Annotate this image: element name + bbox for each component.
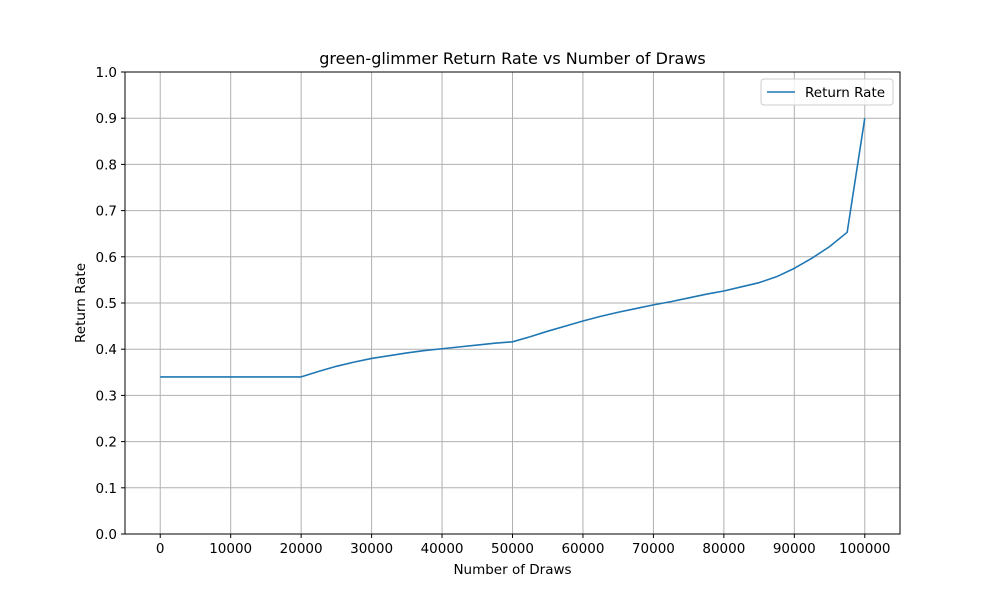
x-tick-label: 10000 — [209, 541, 252, 557]
x-tick-label: 60000 — [561, 541, 604, 557]
y-axis-label: Return Rate — [73, 263, 89, 343]
x-tick-label: 90000 — [773, 541, 816, 557]
y-tick-label: 0.8 — [96, 157, 117, 173]
chart-title: green-glimmer Return Rate vs Number of D… — [319, 49, 706, 68]
series-layer — [160, 118, 866, 378]
legend-label: Return Rate — [805, 85, 885, 101]
y-tick-label: 0.9 — [96, 111, 117, 127]
legend: Return Rate — [760, 78, 894, 106]
x-tick-label: 50000 — [491, 541, 534, 557]
x-tick-label: 0 — [156, 541, 165, 557]
x-tick-label: 40000 — [421, 541, 464, 557]
series-line — [160, 118, 866, 378]
y-tick-label: 1.0 — [96, 65, 117, 81]
x-tick-label: 70000 — [632, 541, 675, 557]
y-tick-label: 0.3 — [96, 388, 117, 404]
y-axis-ticks: 0.0 0.1 0.2 0.3 0.4 0.5 0.6 0.7 0.8 0.9 1.0 — [96, 65, 125, 543]
y-tick-label: 0.1 — [96, 481, 117, 497]
y-tick-label: 0.0 — [96, 527, 117, 543]
x-axis-label: Number of Draws — [453, 562, 571, 578]
y-tick-label: 0.4 — [96, 342, 117, 358]
y-tick-label: 0.6 — [96, 250, 117, 266]
y-tick-label: 0.7 — [96, 204, 117, 220]
x-tick-label: 80000 — [702, 541, 745, 557]
x-tick-label: 20000 — [280, 541, 323, 557]
x-tick-label: 100000 — [839, 541, 891, 557]
x-axis-ticks: 0 10000 20000 30000 40000 50000 60000 70000 8000… — [156, 534, 891, 557]
legend-box — [760, 78, 894, 106]
x-tick-label: 30000 — [350, 541, 393, 557]
y-tick-label: 0.2 — [96, 435, 117, 451]
y-tick-label: 0.5 — [96, 296, 117, 312]
